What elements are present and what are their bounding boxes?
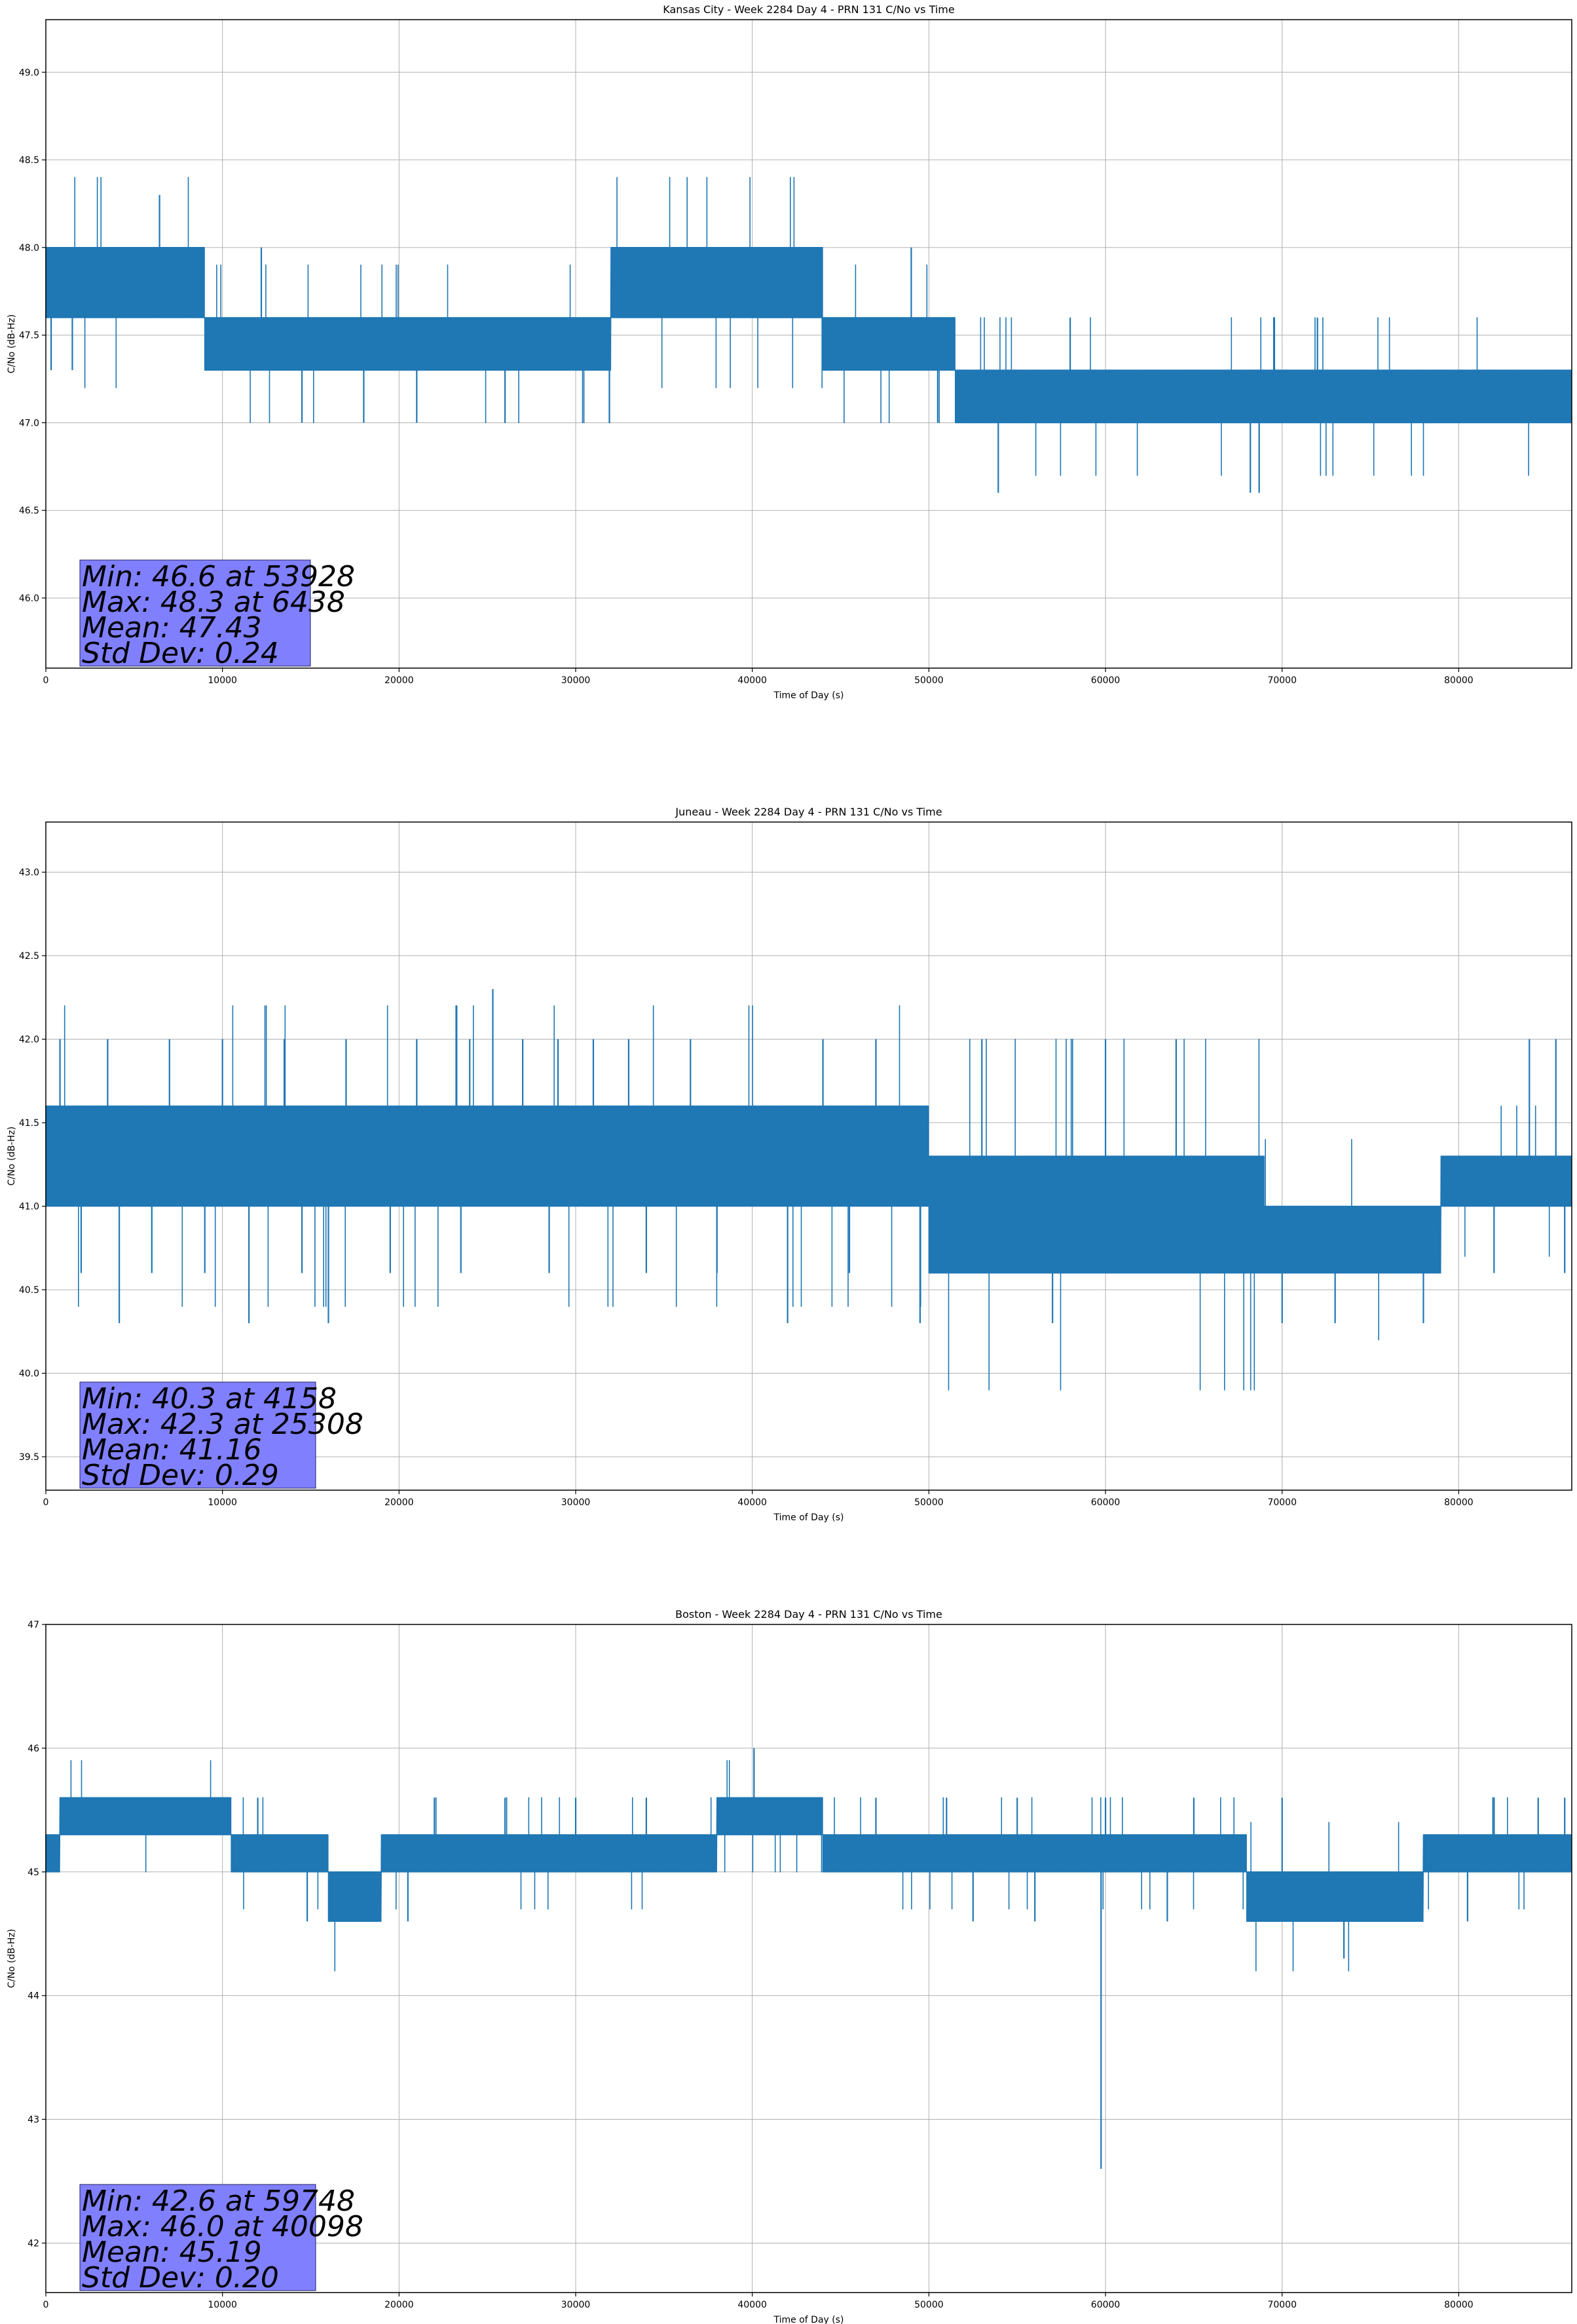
chart-title: Juneau - Week 2284 Day 4 - PRN 131 C/No …	[675, 806, 942, 818]
stat-std: Std Dev: 0.20	[82, 2261, 279, 2295]
chart-title: Boston - Week 2284 Day 4 - PRN 131 C/No …	[675, 1608, 942, 1621]
x-tick-label: 50000	[914, 2300, 944, 2310]
x-tick-label: 0	[43, 675, 49, 686]
stat-std: Std Dev: 0.29	[82, 1459, 279, 1492]
y-axis-label: C/No (dB-Hz)	[7, 1929, 17, 1988]
plot-frame	[45, 19, 1572, 669]
stats-box	[79, 2184, 316, 2291]
x-tick-label: 70000	[1267, 2300, 1297, 2310]
y-tick-label: 46.0	[19, 593, 39, 604]
x-tick-label: 40000	[737, 1497, 767, 1508]
x-tick-label: 80000	[1444, 2300, 1474, 2310]
stat-min: Min: 42.6 at 59748	[82, 2184, 355, 2218]
x-tick-label: 50000	[914, 675, 944, 686]
x-tick-label: 40000	[737, 2300, 767, 2310]
x-tick-label: 80000	[1444, 675, 1474, 686]
x-tick-label: 30000	[561, 675, 591, 686]
x-tick-label: 60000	[1091, 2300, 1121, 2310]
x-tick-label: 10000	[208, 2300, 237, 2310]
chart-title: Kansas City - Week 2284 Day 4 - PRN 131 …	[663, 3, 954, 16]
x-axis-label: Time of Day (s)	[773, 1512, 844, 1523]
x-axis-label: Time of Day (s)	[773, 2315, 844, 2324]
chart-panel-1: 0 10000 20000 30000 40000 50000 60000 70000 8000…	[7, 3, 1572, 701]
x-tick-label: 0	[43, 2300, 49, 2310]
x-tick-label: 70000	[1267, 675, 1297, 686]
stat-mean: Mean: 47.43	[82, 611, 262, 645]
y-tick-label: 40.0	[19, 1369, 39, 1379]
y-axis-label: C/No (dB-Hz)	[7, 314, 17, 373]
x-tick-label: 20000	[384, 1497, 414, 1508]
stat-min: Min: 46.6 at 53928	[82, 560, 355, 593]
stat-mean: Mean: 41.16	[82, 1433, 262, 1467]
stat-std: Std Dev: 0.24	[82, 637, 279, 670]
y-tick-label: 43.0	[19, 868, 39, 878]
y-tick-label: 44	[28, 1991, 39, 2002]
y-tick-label: 42.0	[19, 1035, 39, 1045]
x-tick-label: 80000	[1444, 1497, 1474, 1508]
y-tick-label: 45	[28, 1867, 39, 1878]
stat-min: Min: 40.3 at 4158	[82, 1382, 337, 1415]
y-tick-label: 48.5	[19, 155, 39, 166]
y-tick-label: 39.5	[19, 1452, 39, 1463]
x-tick-label: 40000	[737, 675, 767, 686]
y-tick-label: 41.0	[19, 1202, 39, 1212]
y-tick-label: 46	[28, 1744, 39, 1754]
y-tick-label: 42.5	[19, 951, 39, 962]
cno-trace	[45, 1005, 1572, 1391]
y-tick-label: 42	[28, 2238, 39, 2249]
y-tick-label: 46.5	[19, 506, 39, 516]
x-tick-label: 30000	[561, 1497, 591, 1508]
stat-max: Max: 48.3 at 6438	[82, 586, 345, 619]
stat-max: Max: 46.0 at 40098	[82, 2210, 363, 2243]
x-tick-label: 70000	[1267, 1497, 1297, 1508]
y-tick-label: 47	[28, 1620, 39, 1630]
y-tick-label: 43	[28, 2115, 39, 2126]
x-tick-label: 50000	[914, 1497, 944, 1508]
chart-panel-2: 0 10000 20000 30000 40000 50000 60000 70000 8000…	[7, 806, 1572, 1523]
y-tick-label: 49.0	[19, 67, 39, 78]
x-tick-label: 10000	[208, 675, 237, 686]
y-tick-label: 48.0	[19, 243, 39, 253]
stat-max: Max: 42.3 at 25308	[82, 1408, 363, 1441]
y-axis-label: C/No (dB-Hz)	[7, 1127, 17, 1186]
y-tick-label: 41.5	[19, 1118, 39, 1129]
x-tick-label: 60000	[1091, 675, 1121, 686]
x-tick-label: 30000	[561, 2300, 591, 2310]
chart-panel-3: 0 10000 20000 30000 40000 50000 60000 70000 8000…	[7, 1608, 1572, 2324]
plot-frame	[45, 1624, 1572, 2293]
stats-box	[79, 559, 311, 667]
y-tick-label: 40.5	[19, 1285, 39, 1296]
x-axis-label: Time of Day (s)	[773, 690, 844, 701]
stat-mean: Mean: 45.19	[82, 2236, 262, 2269]
cno-trace	[45, 177, 1572, 476]
x-tick-label: 20000	[384, 675, 414, 686]
cno-trace	[45, 1760, 1572, 1972]
x-tick-label: 20000	[384, 2300, 414, 2310]
y-tick-label: 47.0	[19, 418, 39, 428]
x-tick-label: 10000	[208, 1497, 237, 1508]
y-tick-label: 47.5	[19, 331, 39, 341]
plot-frame	[45, 821, 1572, 1491]
x-tick-label: 0	[43, 1497, 49, 1508]
stats-box	[79, 1381, 316, 1489]
x-tick-label: 60000	[1091, 1497, 1121, 1508]
